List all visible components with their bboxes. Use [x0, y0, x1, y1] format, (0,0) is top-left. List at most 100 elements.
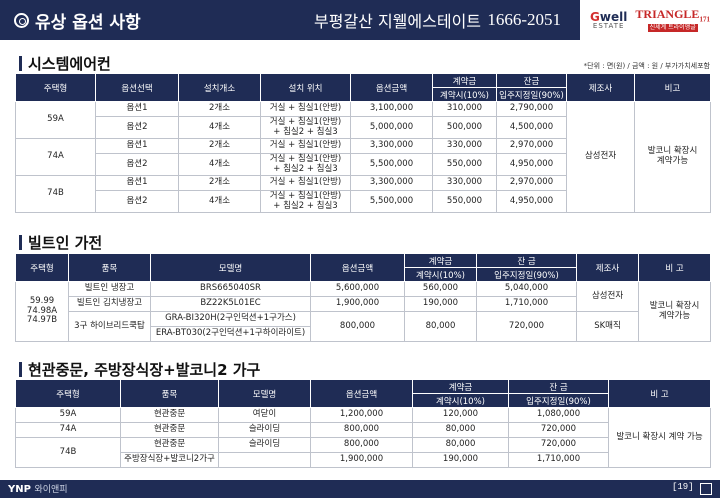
table-cell: 빌트인 김치냉장고: [68, 296, 151, 312]
aircon-table: 주택형 옵션선택 설치개소 설치 위치 옵션금액 계약금 잔금 제조사 비고 계…: [15, 73, 711, 213]
table-header-cell: 비 고: [608, 379, 711, 408]
table-cell: 슬라이딩: [218, 422, 311, 438]
table-header-cell: 계약시(10%): [404, 267, 477, 282]
table-cell: 2개소: [178, 138, 261, 154]
table-cell: 3,300,000: [350, 138, 433, 154]
table-header-cell: 계약금: [432, 73, 497, 88]
table-header-cell: 계약금: [412, 379, 509, 394]
table-cell: 옵션2: [95, 116, 179, 139]
table-cell: 거실 + 침실1(안방): [260, 175, 351, 191]
table-header-cell: 설치 위치: [260, 73, 351, 102]
table-header-cell: 제조사: [566, 73, 635, 102]
table-header-cell: 잔금: [496, 73, 567, 88]
phone-number: 1666-2051: [487, 10, 561, 29]
table-header-cell: 제조사: [576, 253, 639, 282]
table-cell: 옵션2: [95, 153, 179, 176]
section-title-builtin: 빌트인 가전: [19, 232, 102, 253]
table-cell: 발코니 확장시 계약가능: [638, 281, 711, 342]
table-row: 주방장식장+발코니2가구 1,900,000 190,000 1,710,000: [16, 452, 711, 468]
table-row: 59A 현관중문 여닫이 1,200,000 120,000 1,080,000 발코니…: [15, 407, 711, 468]
table-cell: 1,710,000: [476, 296, 577, 312]
table-cell: [218, 452, 311, 468]
table-cell: 현관중문: [120, 422, 219, 438]
table-cell: 74B: [15, 175, 96, 213]
table-cell: 800,000: [310, 437, 413, 453]
table-header-cell: 비고: [634, 73, 711, 102]
page-title: 유상 옵션 사항: [14, 8, 141, 33]
table-cell: 720,000: [508, 437, 609, 453]
table-header-cell: 품목: [120, 379, 219, 408]
table-cell: 330,000: [432, 175, 497, 191]
table-cell: 80,000: [404, 311, 477, 342]
table-cell: 59A: [15, 101, 96, 139]
table-cell: 4개소: [178, 190, 261, 213]
table-cell: 74B: [15, 437, 121, 468]
table-cell: 여닫이: [218, 407, 311, 423]
builtin-table: 주택형 품목 모델명 옵션금액 계약금 잔 금 제조사 비 고 계약시(10%)…: [15, 253, 711, 342]
table-row: 74A 현관중문 슬라이딩 800,000 80,000 720,000: [15, 422, 711, 438]
table-cell: 3구 하이브리드쿡탑: [68, 311, 151, 342]
table-cell: 5,500,000: [350, 153, 433, 176]
table-cell: 4개소: [178, 153, 261, 176]
table-cell: 발코니 확장시 계약 가능: [608, 407, 711, 468]
table-cell: 1,200,000: [310, 407, 413, 423]
table-cell: 59.99 74.98A 74.97B: [15, 281, 69, 342]
table-row: 3구 하이브리드쿡탑 GRA-BI320H(2구인덕션+1구가스) 800,000…: [16, 311, 711, 342]
table-cell: 3,100,000: [350, 101, 433, 117]
table-row: 빌트인 김치냉장고 BZ22K5L01EC 1,900,000 190,000 1,7…: [16, 296, 711, 312]
table-cell: 74A: [15, 138, 96, 176]
table-cell: 550,000: [432, 153, 497, 176]
table-cell: 슬라이딩: [218, 437, 311, 453]
table-cell: BZ22K5L01EC: [150, 296, 311, 312]
table-header-cell: 모델명: [150, 253, 311, 282]
table-header-cell: 옵션선택: [95, 73, 179, 102]
table-cell: 1,900,000: [310, 296, 405, 312]
table-cell: 현관중문: [120, 437, 219, 453]
note-cell: 발코니 확장시 계약가능: [634, 101, 711, 213]
table-header-cell: 잔 금: [508, 379, 609, 394]
section-title-furniture: 현관중문, 주방장식장+발코니2 가구: [19, 359, 260, 380]
furniture-table: 주택형 품목 모델명 옵션금액 계약금 잔 금 비 고 계약시(10%) 입주지…: [15, 379, 711, 468]
table-cell: 720,000: [476, 311, 577, 342]
table-header-cell: 입주지정일(90%): [508, 393, 609, 408]
table-header-cell: 계약시(10%): [412, 393, 509, 408]
table-cell: 1,900,000: [310, 452, 413, 468]
project-name: 부평갈산 지웰에스테이트: [314, 12, 482, 31]
table-cell: 4,950,000: [496, 190, 567, 213]
table-cell: 2,970,000: [496, 138, 567, 154]
table-cell: 720,000: [508, 422, 609, 438]
table-cell: 1,710,000: [508, 452, 609, 468]
table-header-cell: 옵션금액: [350, 73, 433, 102]
table-row: 옵션2 4개소 거실 + 침실1(안방) + 침실2 + 침실3 5,000,000…: [16, 116, 711, 139]
table-cell: 2개소: [178, 175, 261, 191]
triangle-logo: TRIANGLE171 신세계 트라이앵글: [635, 6, 710, 33]
table-header-cell: 비 고: [638, 253, 711, 282]
table-cell: SK매직: [576, 311, 639, 342]
table-header-cell: 주택형: [15, 379, 121, 408]
table-cell: 800,000: [310, 422, 413, 438]
logo-area: Gwell ESTATE TRIANGLE171 신세계 트라이앵글: [580, 0, 720, 40]
table-cell: 120,000: [412, 407, 509, 423]
table-cell: 거실 + 침실1(안방): [260, 138, 351, 154]
table-cell: GRA-BI320H(2구인덕션+1구가스): [150, 311, 311, 327]
table-cell: 1,080,000: [508, 407, 609, 423]
table-header-cell: 주택형: [15, 253, 69, 282]
table-cell: 옵션2: [95, 190, 179, 213]
table-header-cell: 입주지정일(90%): [476, 267, 577, 282]
table-header-cell: 잔 금: [476, 253, 577, 268]
footer-brand: YNP 와이앤피: [8, 484, 68, 495]
table-cell: 2개소: [178, 101, 261, 117]
table-header-cell: 주택형: [15, 73, 96, 102]
table-cell: 2,970,000: [496, 175, 567, 191]
table-cell: 310,000: [432, 101, 497, 117]
table-cell: 5,600,000: [310, 281, 405, 297]
table-cell: 2,790,000: [496, 101, 567, 117]
target-icon: [14, 13, 29, 28]
table-cell: 주방장식장+발코니2가구: [120, 452, 219, 468]
table-cell: BRS665040SR: [150, 281, 311, 297]
table-cell: 800,000: [310, 311, 405, 342]
table-cell: 330,000: [432, 138, 497, 154]
table-row: 59.99 74.98A 74.97B 빌트인 냉장고 BRS665040SR 5…: [15, 281, 711, 342]
table-cell: 4,500,000: [496, 116, 567, 139]
table-row: 옵션2 4개소 거실 + 침실1(안방) + 침실2 + 침실3 5,500,000…: [16, 190, 711, 213]
